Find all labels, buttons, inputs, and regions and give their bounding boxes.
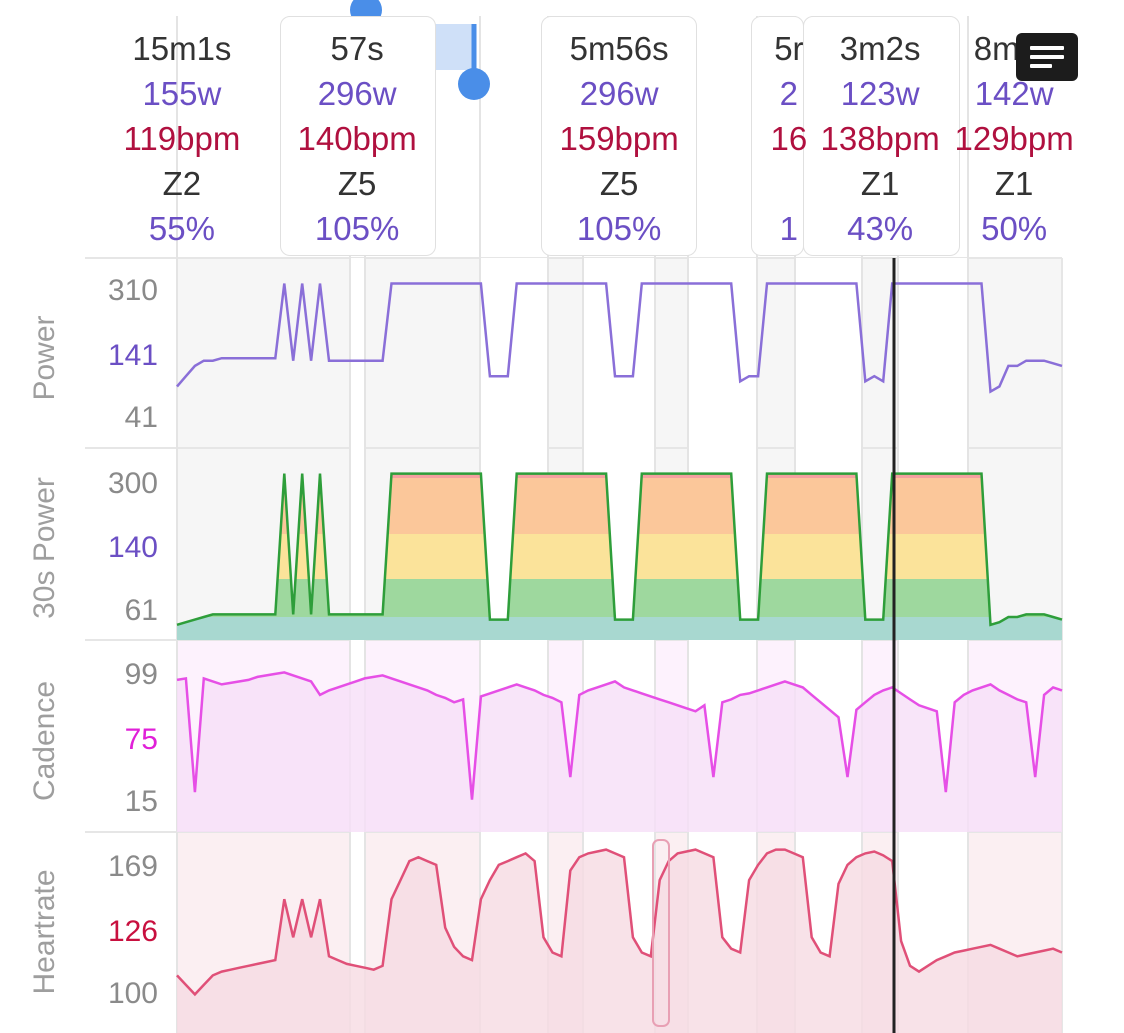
interval-band-5 — [898, 258, 968, 1033]
zone-band-0 — [177, 617, 1062, 640]
lap-pct: 55% — [148, 210, 215, 247]
y-tick-label: 141 — [107, 339, 158, 372]
heartrate-series-line — [176, 848, 1063, 997]
lap-time: 5m56s — [569, 30, 669, 67]
lap-time: 15m1s — [132, 30, 232, 67]
y-tick-label: 126 — [107, 915, 158, 948]
lap-card-2[interactable] — [751, 16, 804, 256]
notes-icon[interactable] — [1016, 33, 1078, 81]
lap-zone: Z1 — [994, 165, 1034, 202]
y-tick-label: 100 — [107, 977, 158, 1010]
y-tick-label: 15 — [124, 785, 158, 818]
lap-bpm: 16 — [770, 120, 808, 157]
power30-series-line — [176, 472, 1063, 627]
heartrate-area — [177, 849, 1062, 1033]
lap-card-0[interactable] — [280, 16, 436, 256]
y-tick-label: 300 — [107, 467, 158, 500]
lap-zone: Z1 — [860, 165, 900, 202]
lap-watts: 2 — [779, 75, 799, 112]
lap-zone: Z5 — [337, 165, 377, 202]
y-tick-label: 140 — [107, 531, 158, 564]
lap-card-1[interactable] — [541, 16, 697, 256]
lap-time: 5r — [774, 30, 804, 67]
lap-summary-2[interactable]: 5m56s 296w 159bpm Z5 105% — [560, 26, 679, 251]
lap-zone: Z2 — [162, 165, 202, 202]
lap-bpm: 159bpm — [559, 120, 679, 157]
y-tick-label: 310 — [107, 274, 158, 307]
lap-pct: 50% — [981, 210, 1048, 247]
y-tick-label: 99 — [124, 658, 158, 691]
lap-watts: 123w — [840, 75, 920, 112]
interval-band-0 — [350, 258, 365, 1033]
selection-end-handle[interactable] — [458, 68, 490, 100]
lap-pct: 43% — [847, 210, 914, 247]
lap-watts: 155w — [142, 75, 222, 112]
cadence-area — [177, 672, 1062, 832]
lap-summary-1[interactable]: 57s 296w 140bpm Z5 105% — [298, 26, 417, 251]
lap-summary-5[interactable]: 8m9s 142w 129bpm Z1 50% — [955, 26, 1074, 251]
lap-card-3[interactable] — [803, 16, 960, 256]
lap-pct: 105% — [314, 210, 400, 247]
lap-summary-0[interactable]: 15m1s 155w 119bpm Z2 55% — [124, 26, 241, 251]
y-tick-label: 41 — [124, 401, 158, 434]
lap-time: 57s — [330, 30, 384, 67]
lap-pct: 105% — [576, 210, 662, 247]
lap-bpm: 140bpm — [297, 120, 417, 157]
lap-summary-4[interactable]: 3m2s 123w 138bpm Z1 43% — [821, 26, 940, 251]
lap-zone: Z5 — [599, 165, 639, 202]
lap-pct: 1 — [779, 210, 799, 247]
y-tick-label: 169 — [107, 850, 158, 883]
y-tick-label: 61 — [124, 594, 158, 627]
lap-watts: 296w — [317, 75, 397, 112]
lap-summary-3[interactable]: 5r 2 16 1 — [771, 26, 808, 251]
hr-marker — [652, 839, 670, 1027]
lap-bpm: 138bpm — [820, 120, 940, 157]
lap-time: 3m2s — [839, 30, 921, 67]
lap-watts: 296w — [579, 75, 659, 112]
lap-watts: 142w — [974, 75, 1054, 112]
power-series-line — [176, 282, 1063, 394]
lap-bpm: 129bpm — [954, 120, 1074, 157]
y-tick-label: 75 — [124, 723, 158, 756]
lap-zone — [771, 161, 808, 206]
cadence-series-line — [176, 671, 1063, 800]
lap-bpm: 119bpm — [123, 120, 241, 157]
